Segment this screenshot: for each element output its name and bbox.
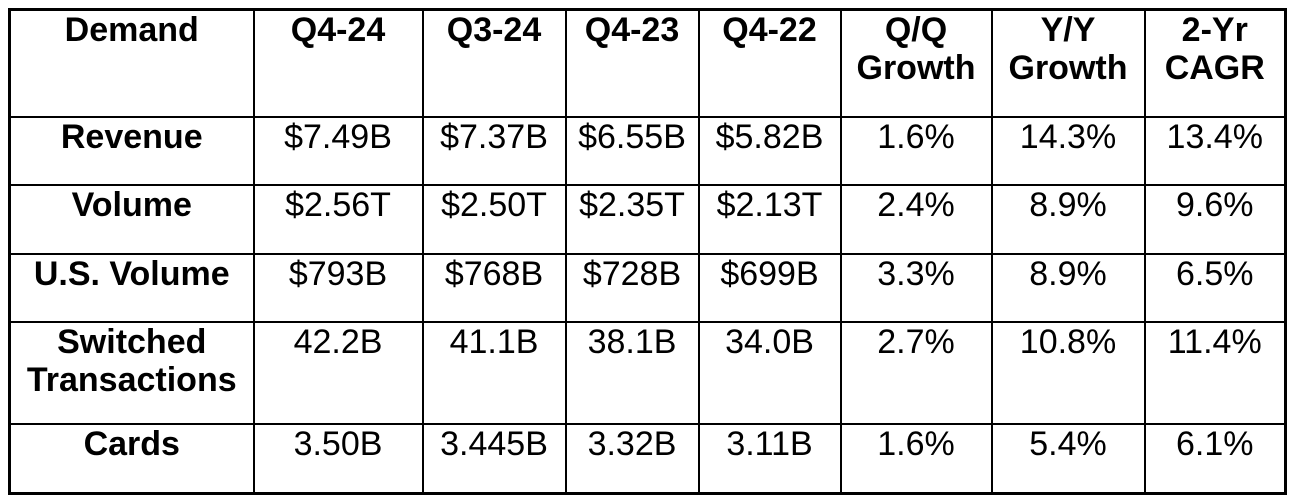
cell-cards-q4-24: 3.50B <box>252 422 424 495</box>
demand-metrics-panel: Demand Q4-24 Q3-24 Q4-23 Q4-22 Q/Q Growt… <box>8 8 1287 495</box>
header-q4-22: Q4-22 <box>697 8 842 118</box>
cell-us-volume-q3-24: $768B <box>421 252 567 323</box>
cell-cards-2yr-cagr: 6.1% <box>1143 422 1287 495</box>
cell-revenue-q4-23: $6.55B <box>564 115 700 186</box>
table-row-revenue: Revenue $7.49B $7.37B $6.55B $5.82B 1.6%… <box>8 115 1287 186</box>
row-label-cards: Cards <box>8 422 255 495</box>
cell-cards-qq-growth: 1.6% <box>839 422 993 495</box>
header-q3-24: Q3-24 <box>421 8 567 118</box>
header-q4-23: Q4-23 <box>564 8 700 118</box>
cell-volume-q3-24: $2.50T <box>421 183 567 255</box>
table-row-us-volume: U.S. Volume $793B $768B $728B $699B 3.3%… <box>8 252 1287 323</box>
cell-us-volume-qq-growth: 3.3% <box>839 252 993 323</box>
table-row-volume: Volume $2.56T $2.50T $2.35T $2.13T 2.4% … <box>8 183 1287 255</box>
header-yy-growth: Y/Y Growth <box>990 8 1146 118</box>
cell-switched-transactions-q4-24: 42.2B <box>252 320 424 425</box>
cell-us-volume-yy-growth: 8.9% <box>990 252 1146 323</box>
cell-volume-yy-growth: 8.9% <box>990 183 1146 255</box>
header-demand: Demand <box>8 8 255 118</box>
cell-switched-transactions-2yr-cagr: 11.4% <box>1143 320 1287 425</box>
row-label-volume: Volume <box>8 183 255 255</box>
cell-volume-2yr-cagr: 9.6% <box>1143 183 1287 255</box>
cell-revenue-yy-growth: 14.3% <box>990 115 1146 186</box>
cell-revenue-q4-24: $7.49B <box>252 115 424 186</box>
row-label-us-volume: U.S. Volume <box>8 252 255 323</box>
cell-cards-q3-24: 3.445B <box>421 422 567 495</box>
cell-us-volume-q4-22: $699B <box>697 252 842 323</box>
row-label-switched-transactions: Switched Transactions <box>8 320 255 425</box>
demand-metrics-table: Demand Q4-24 Q3-24 Q4-23 Q4-22 Q/Q Growt… <box>8 8 1287 495</box>
cell-switched-transactions-q4-22: 34.0B <box>697 320 842 425</box>
cell-us-volume-q4-24: $793B <box>252 252 424 323</box>
table-row-switched-transactions: Switched Transactions 42.2B 41.1B 38.1B … <box>8 320 1287 425</box>
cell-switched-transactions-qq-growth: 2.7% <box>839 320 993 425</box>
cell-volume-qq-growth: 2.4% <box>839 183 993 255</box>
cell-cards-yy-growth: 5.4% <box>990 422 1146 495</box>
header-2yr-cagr: 2-Yr CAGR <box>1143 8 1287 118</box>
row-label-revenue: Revenue <box>8 115 255 186</box>
cell-cards-q4-23: 3.32B <box>564 422 700 495</box>
cell-volume-q4-24: $2.56T <box>252 183 424 255</box>
cell-revenue-2yr-cagr: 13.4% <box>1143 115 1287 186</box>
table-row-cards: Cards 3.50B 3.445B 3.32B 3.11B 1.6% 5.4%… <box>8 422 1287 495</box>
cell-switched-transactions-yy-growth: 10.8% <box>990 320 1146 425</box>
cell-revenue-q4-22: $5.82B <box>697 115 842 186</box>
cell-us-volume-2yr-cagr: 6.5% <box>1143 252 1287 323</box>
cell-cards-q4-22: 3.11B <box>697 422 842 495</box>
cell-switched-transactions-q3-24: 41.1B <box>421 320 567 425</box>
header-qq-growth: Q/Q Growth <box>839 8 993 118</box>
cell-switched-transactions-q4-23: 38.1B <box>564 320 700 425</box>
cell-us-volume-q4-23: $728B <box>564 252 700 323</box>
header-q4-24: Q4-24 <box>252 8 424 118</box>
cell-volume-q4-22: $2.13T <box>697 183 842 255</box>
cell-volume-q4-23: $2.35T <box>564 183 700 255</box>
cell-revenue-qq-growth: 1.6% <box>839 115 993 186</box>
cell-revenue-q3-24: $7.37B <box>421 115 567 186</box>
header-row: Demand Q4-24 Q3-24 Q4-23 Q4-22 Q/Q Growt… <box>8 8 1287 118</box>
